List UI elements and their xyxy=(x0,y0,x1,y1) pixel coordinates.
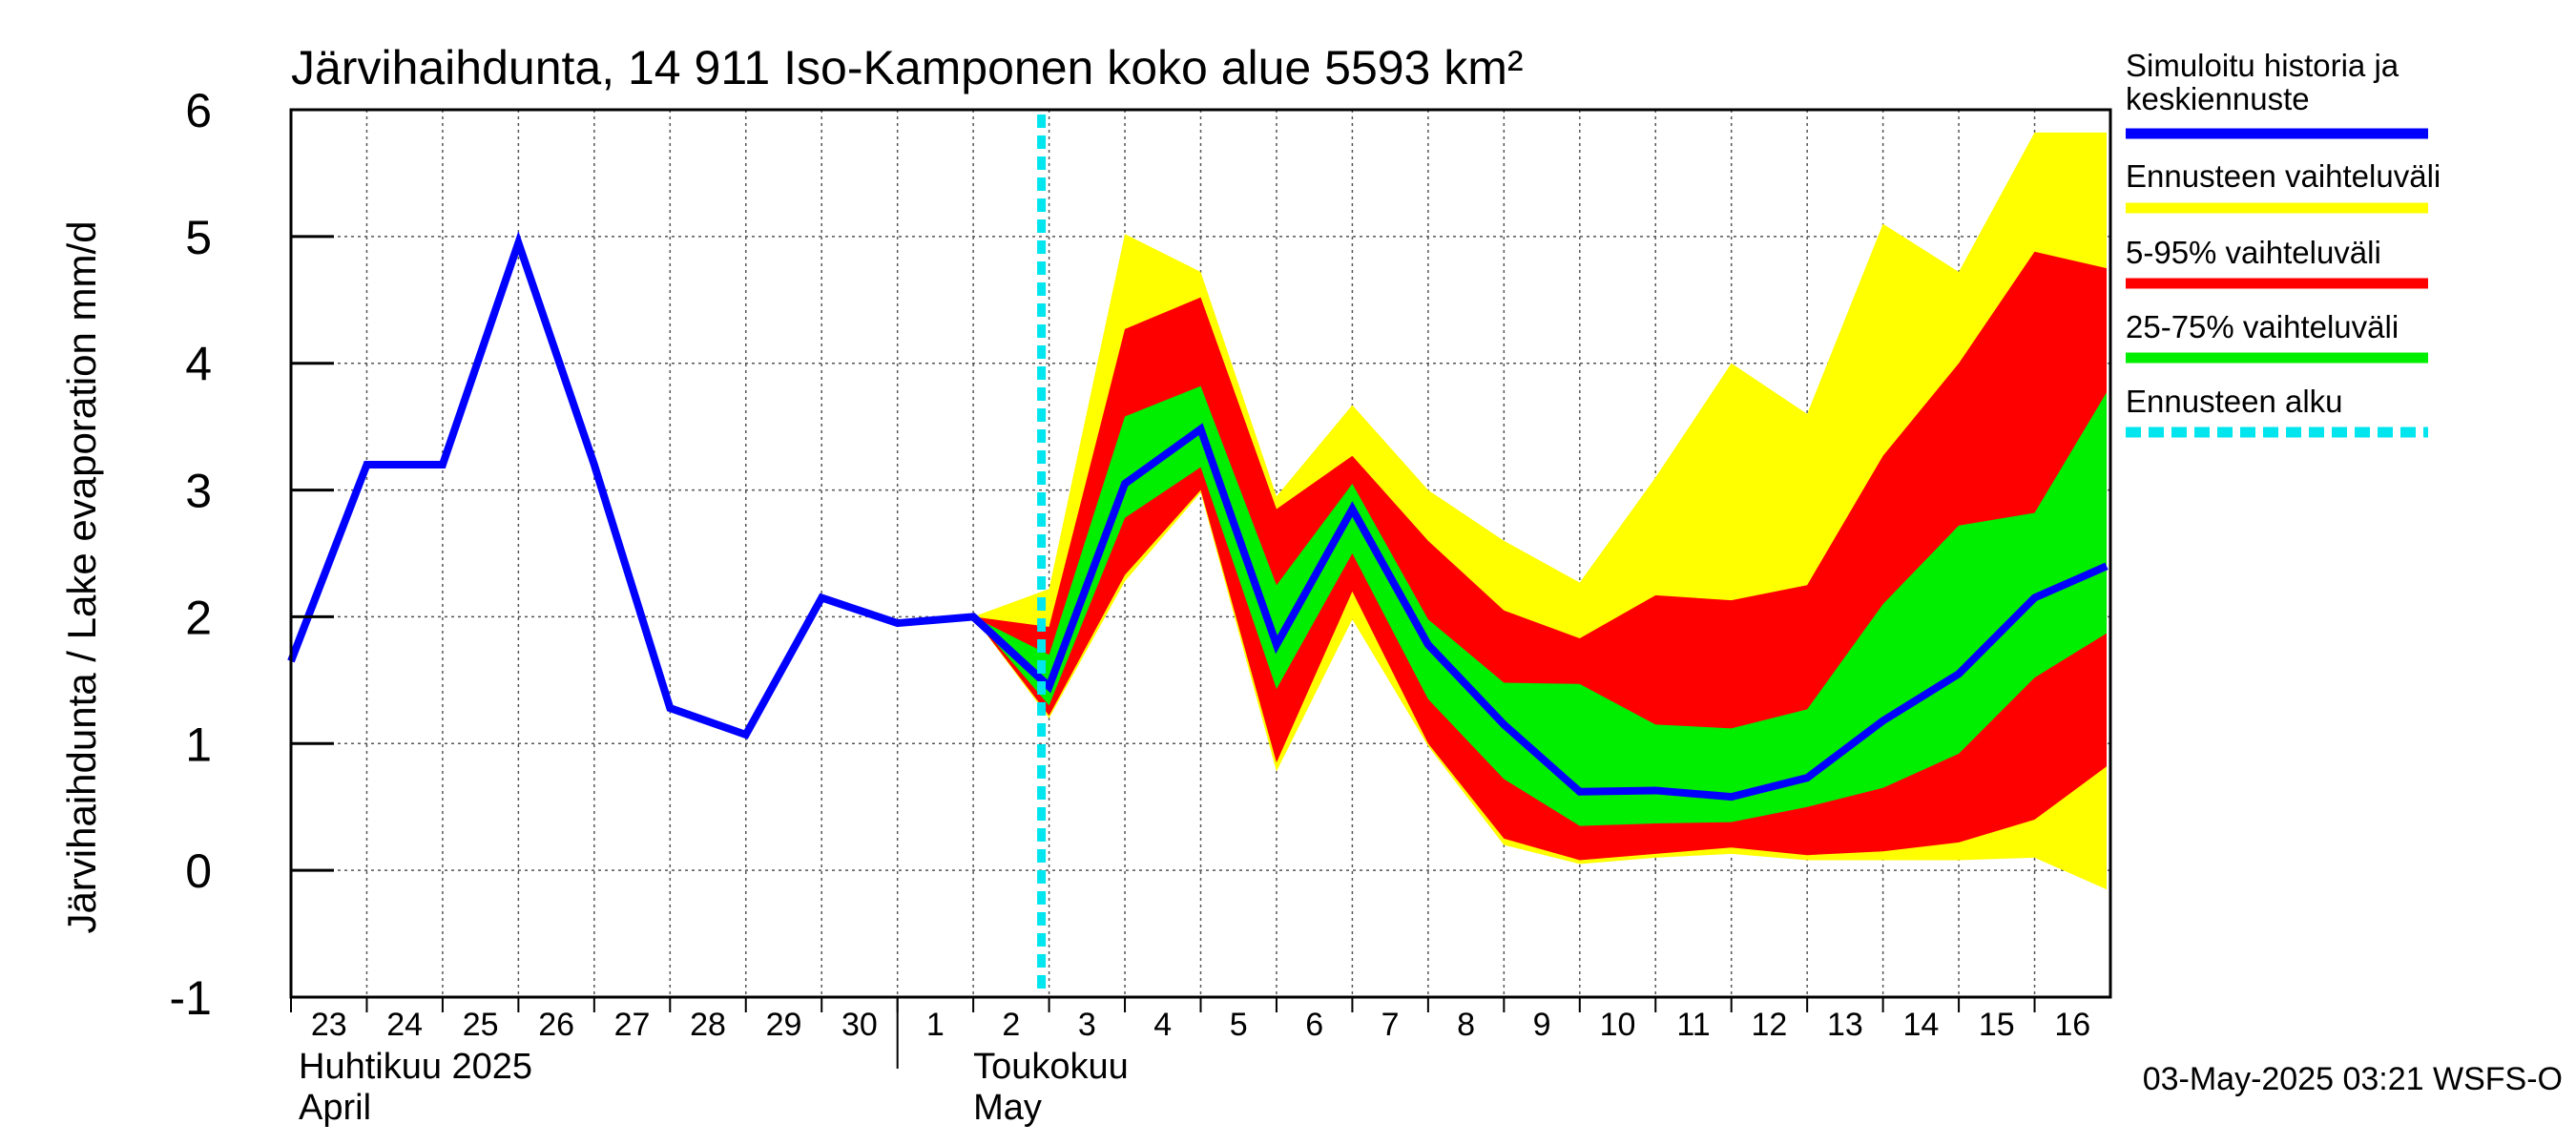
x-tick-label: 3 xyxy=(1078,1007,1096,1043)
x-tick-label: 24 xyxy=(386,1007,423,1043)
x-tick-label: 5 xyxy=(1230,1007,1248,1043)
footer-timestamp: 03-May-2025 03:21 WSFS-O xyxy=(2143,1061,2563,1097)
month-label-en: April xyxy=(299,1088,371,1128)
month-label-fi: Toukokuu xyxy=(973,1047,1129,1087)
x-tick-label: 25 xyxy=(463,1007,499,1043)
legend-label: 5-95% vaihteluväli xyxy=(2126,235,2381,270)
legend-label: Ennusteen vaihteluväli xyxy=(2126,158,2441,194)
x-tick-label: 27 xyxy=(614,1007,651,1043)
x-tick-label: 23 xyxy=(311,1007,347,1043)
x-tick-label: 4 xyxy=(1153,1007,1172,1043)
chart-title: Järvihaihdunta, 14 911 Iso-Kamponen koko… xyxy=(291,41,1524,94)
x-tick-label: 10 xyxy=(1600,1007,1636,1043)
median-forecast-line xyxy=(970,423,2109,802)
x-tick-label: 8 xyxy=(1457,1007,1475,1043)
y-tick-label: 5 xyxy=(185,211,212,264)
x-tick-label: 2 xyxy=(1002,1007,1020,1043)
x-tick-label: 16 xyxy=(2054,1007,2090,1043)
x-tick-label: 26 xyxy=(538,1007,574,1043)
y-tick-label: 3 xyxy=(185,465,212,518)
y-tick-label: 4 xyxy=(185,338,212,391)
legend-label: Simuloitu historia ja xyxy=(2126,48,2399,83)
y-tick-label: 0 xyxy=(185,844,212,898)
month-label-fi: Huhtikuu 2025 xyxy=(299,1047,532,1087)
y-tick-label: 6 xyxy=(185,84,212,137)
y-axis-label: Järvihaihdunta / Lake evaporation mm/d xyxy=(59,220,104,933)
axes xyxy=(289,108,2112,1069)
band-25-75-vaihteluv-li xyxy=(973,385,2108,826)
x-tick-label: 12 xyxy=(1752,1007,1788,1043)
x-tick-label: 30 xyxy=(841,1007,878,1043)
legend-label: Ennusteen alku xyxy=(2126,384,2343,419)
month-label-en: May xyxy=(973,1088,1042,1128)
forecast-bands xyxy=(973,132,2108,890)
legend-label: 25-75% vaihteluväli xyxy=(2126,309,2399,344)
x-tick-label: 1 xyxy=(926,1007,945,1043)
series-lines xyxy=(287,114,2109,997)
y-tick-label: -1 xyxy=(170,971,212,1025)
x-tick-label: 7 xyxy=(1381,1007,1400,1043)
x-tick-label: 29 xyxy=(766,1007,802,1043)
history-line xyxy=(287,231,1052,739)
y-tick-label: 1 xyxy=(185,718,212,771)
x-tick-label: 11 xyxy=(1676,1007,1710,1043)
x-tick-label: 9 xyxy=(1533,1007,1551,1043)
legend-label: keskiennuste xyxy=(2126,81,2310,116)
x-tick-label: 14 xyxy=(1902,1007,1939,1043)
x-tick-label: 6 xyxy=(1305,1007,1323,1043)
x-tick-label: 28 xyxy=(690,1007,726,1043)
x-tick-label: 15 xyxy=(1979,1007,2015,1043)
y-tick-label: 2 xyxy=(185,591,212,644)
x-tick-label: 13 xyxy=(1827,1007,1863,1043)
